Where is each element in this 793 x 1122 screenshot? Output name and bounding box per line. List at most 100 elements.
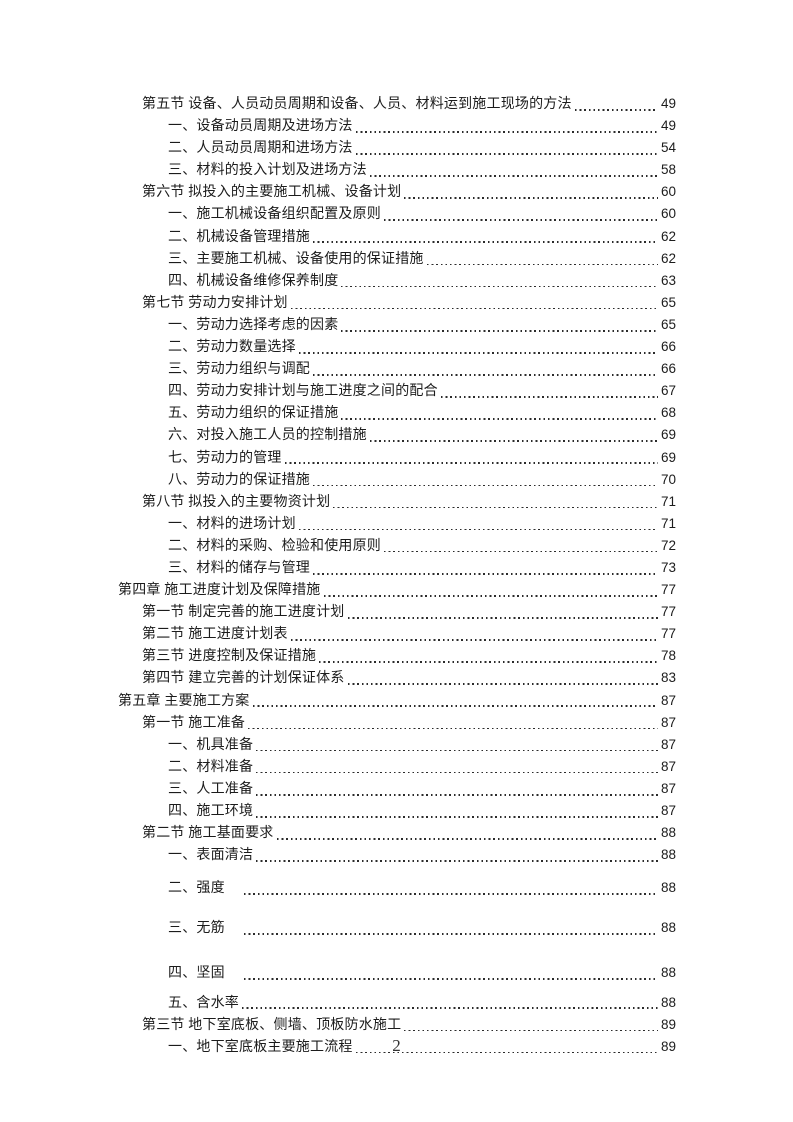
toc-entry-text: 第六节 拟投入的主要施工机械、设备计划 — [142, 185, 402, 201]
dot-leader — [239, 992, 661, 1014]
dot-leader — [250, 690, 661, 712]
toc-entry-page: 87 — [660, 803, 676, 818]
dot-leader — [321, 579, 661, 601]
dot-leader — [401, 181, 661, 203]
toc-entry-text: 一、地下室底板主要施工流程 — [168, 1039, 353, 1055]
toc-entry-text: 第三节 地下室底板、侧墙、顶板防水施工 — [142, 1017, 402, 1033]
toc-entry-page: 66 — [660, 339, 676, 355]
toc-entry[interactable]: 四、劳动力安排计划与施工进度之间的配合 67 — [118, 380, 676, 402]
toc-entry[interactable]: 一、地下室底板主要施工流程 89 — [118, 1036, 676, 1058]
toc-entry-text: 第一节 施工准备 — [142, 715, 246, 731]
dot-leader — [353, 137, 661, 159]
dot-leader — [288, 623, 661, 645]
toc-entry-page: 87 — [660, 714, 676, 730]
dot-leader — [367, 159, 661, 181]
dot-leader — [310, 469, 661, 491]
toc-entry-page: 49 — [660, 96, 676, 111]
toc-entry[interactable]: 三、劳动力组织与调配 66 — [118, 358, 676, 380]
toc-entry-text: 六、对投入施工人员的控制措施 — [168, 428, 367, 444]
toc-entry[interactable]: 四、施工环境 87 — [118, 800, 676, 822]
toc-entry[interactable]: 二、机械设备管理措施 62 — [118, 226, 676, 248]
toc-entry[interactable]: 四、机械设备维修保养制度 63 — [118, 270, 676, 292]
toc-entry-page: 65 — [660, 316, 676, 332]
toc-entry-text: 第二节 施工进度计划表 — [142, 627, 288, 643]
toc-entry-text: 第四节 建立完善的计划保证体系 — [142, 671, 345, 687]
toc-entry[interactable]: 一、表面清洁 88 — [118, 844, 676, 866]
toc-entry-text: 二、材料准备 — [168, 759, 254, 775]
dot-leader — [424, 248, 661, 270]
toc-entry[interactable]: 第五节 设备、人员动员周期和设备、人员、材料运到施工现场的方法 49 — [118, 93, 676, 115]
toc-entry[interactable]: 二、材料的采购、检验和使用原则 72 — [118, 535, 676, 557]
toc-entry[interactable]: 第一节 制定完善的施工进度计划 77 — [118, 601, 676, 623]
dot-leader — [253, 756, 661, 778]
toc-entry[interactable]: 三、主要施工机械、设备使用的保证措施 62 — [118, 248, 676, 270]
toc-entry-text: 四、施工环境 — [168, 804, 254, 819]
toc-entry-text: 二、强度 — [168, 881, 225, 897]
toc-entry-text: 七、劳动力的管理 — [168, 450, 282, 466]
toc-entry[interactable]: 五、劳动力组织的保证措施 68 — [118, 402, 676, 424]
toc-entry[interactable]: 一、材料的进场计划 71 — [118, 513, 676, 535]
toc-entry[interactable]: 第四节 建立完善的计划保证体系 83 — [118, 667, 676, 689]
dot-leader — [310, 358, 661, 380]
toc-entry[interactable]: 三、材料的储存与管理 73 — [118, 557, 676, 579]
toc-list: 第五节 设备、人员动员周期和设备、人员、材料运到施工现场的方法 49 一、设备动… — [118, 93, 676, 1058]
toc-entry[interactable]: 三、无筋 88 — [118, 917, 676, 939]
dot-leader — [338, 314, 661, 336]
toc-entry-text: 三、无筋 — [168, 921, 225, 937]
toc-entry[interactable]: 三、人工准备 87 — [118, 778, 676, 800]
toc-entry[interactable]: 八、劳动力的保证措施 70 — [118, 469, 676, 491]
toc-entry-page: 49 — [660, 118, 676, 134]
toc-entry[interactable]: 一、施工机械设备组织配置及原则 60 — [118, 203, 676, 225]
dot-leader — [353, 115, 661, 137]
toc-entry-text: 一、表面清洁 — [168, 848, 254, 864]
toc-entry[interactable]: 五、含水率 88 — [118, 992, 676, 1014]
toc-entry[interactable]: 第三节 地下室底板、侧墙、顶板防水施工 89 — [118, 1014, 676, 1036]
dot-leader — [572, 93, 661, 115]
toc-entry[interactable]: 四、坚固 88 — [118, 962, 676, 984]
toc-entry-page: 58 — [660, 162, 676, 178]
toc-entry-page: 87 — [660, 736, 676, 752]
toc-entry[interactable]: 六、对投入施工人员的控制措施 69 — [118, 424, 676, 446]
toc-entry[interactable]: 一、劳动力选择考虑的因素 65 — [118, 314, 676, 336]
toc-entry[interactable]: 三、材料的投入计划及进场方法 58 — [118, 159, 676, 181]
dot-leader — [338, 402, 661, 424]
toc-entry-text: 三、劳动力组织与调配 — [168, 362, 310, 378]
dot-leader — [241, 962, 661, 984]
toc-entry[interactable]: 第四章 施工进度计划及保障措施 77 — [118, 579, 676, 601]
toc-entry-text: 第二节 施工基面要求 — [142, 826, 274, 842]
toc-entry[interactable]: 第五章 主要施工方案 87 — [118, 690, 676, 712]
toc-entry[interactable]: 第二节 施工基面要求 88 — [118, 822, 676, 844]
toc-entry[interactable]: 第八节 拟投入的主要物资计划 71 — [118, 491, 676, 513]
dot-leader — [253, 778, 661, 800]
toc-entry-text: 四、机械设备维修保养制度 — [168, 273, 339, 289]
toc-entry-page: 83 — [660, 670, 676, 686]
toc-entry[interactable]: 一、机具准备 87 — [118, 734, 676, 756]
toc-entry-page: 71 — [660, 515, 676, 531]
toc-entry-page: 88 — [660, 847, 676, 863]
dot-leader — [345, 601, 661, 623]
dot-leader — [401, 1014, 661, 1036]
dot-leader — [245, 712, 661, 734]
toc-entry[interactable]: 第一节 施工准备 87 — [118, 712, 676, 734]
toc-entry-text: 第七节 劳动力安排计划 — [142, 295, 288, 311]
toc-entry-text: 第五章 主要施工方案 — [118, 693, 250, 709]
toc-entry[interactable]: 七、劳动力的管理 69 — [118, 447, 676, 469]
toc-entry-page: 87 — [660, 780, 676, 796]
toc-entry[interactable]: 二、材料准备 87 — [118, 756, 676, 778]
toc-entry[interactable]: 二、人员动员周期和进场方法 54 — [118, 137, 676, 159]
toc-entry[interactable]: 二、劳动力数量选择 66 — [118, 336, 676, 358]
toc-entry-text: 一、机具准备 — [168, 737, 254, 753]
dot-leader — [345, 667, 661, 689]
toc-entry[interactable]: 第二节 施工进度计划表 77 — [118, 623, 676, 645]
page-number: 2 — [392, 1036, 401, 1055]
toc-entry[interactable]: 第三节 进度控制及保证措施 78 — [118, 645, 676, 667]
toc-entry[interactable]: 第六节 拟投入的主要施工机械、设备计划 60 — [118, 181, 676, 203]
toc-entry[interactable]: 第七节 劳动力安排计划 65 — [118, 292, 676, 314]
toc-entry[interactable]: 二、强度 88 — [118, 877, 676, 899]
toc-entry-text: 一、劳动力选择考虑的因素 — [168, 317, 339, 333]
toc-entry-page: 65 — [660, 294, 676, 310]
toc-entry[interactable]: 一、设备动员周期及进场方法 49 — [118, 115, 676, 137]
toc-entry-text: 一、材料的进场计划 — [168, 516, 296, 532]
toc-entry-text: 第五节 设备、人员动员周期和设备、人员、材料运到施工现场的方法 — [142, 97, 572, 112]
